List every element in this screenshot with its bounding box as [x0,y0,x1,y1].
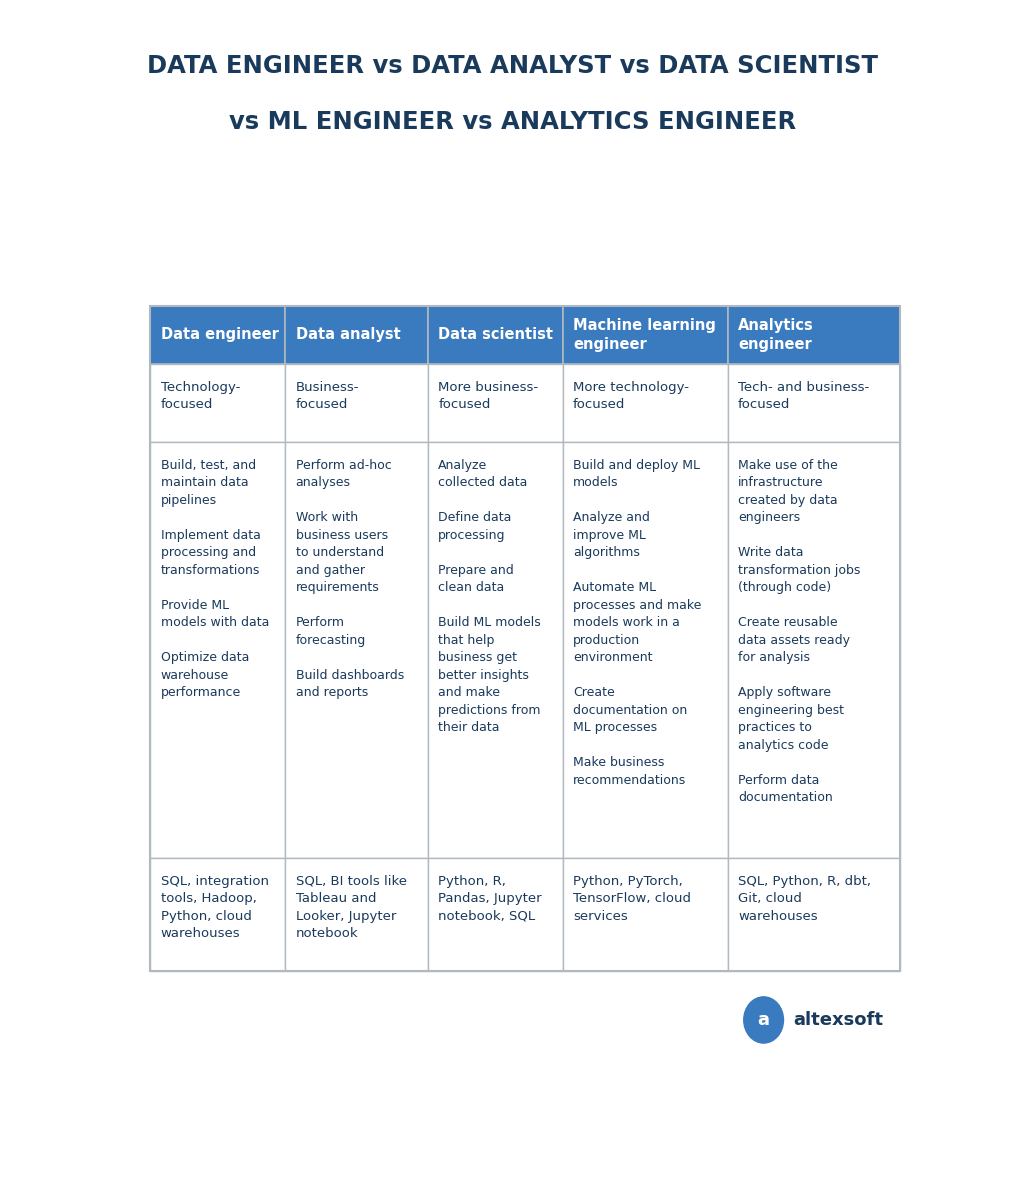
Text: Perform ad-hoc
analyses

Work with
business users
to understand
and gather
requi: Perform ad-hoc analyses Work with busine… [295,458,404,700]
Bar [427,364,563,442]
Text: Technology-
focused: Technology- focused [161,380,240,412]
Bar [285,306,427,364]
Bar [728,364,900,442]
Bar [563,306,728,364]
Text: Analytics
engineer: Analytics engineer [738,318,814,352]
Text: Data scientist: Data scientist [438,328,554,342]
Text: Python, R,
Pandas, Jupyter
notebook, SQL: Python, R, Pandas, Jupyter notebook, SQL [438,875,542,923]
Text: Business-
focused: Business- focused [295,380,359,412]
Bar [728,442,900,858]
Text: More business-
focused: More business- focused [438,380,538,412]
Text: More technology-
focused: More technology- focused [573,380,689,412]
Bar [151,306,285,364]
Bar [427,442,563,858]
Text: altexsoft: altexsoft [793,1010,883,1028]
Text: Analyze
collected data

Define data
processing

Prepare and
clean data

Build ML: Analyze collected data Define data proce… [438,458,541,734]
Text: Data analyst: Data analyst [295,328,401,342]
Text: SQL, BI tools like
Tableau and
Looker, Jupyter
notebook: SQL, BI tools like Tableau and Looker, J… [295,875,407,941]
Text: Tech- and business-
focused: Tech- and business- focused [738,380,869,412]
Text: Build, test, and
maintain data
pipelines

Implement data
processing and
transfor: Build, test, and maintain data pipelines… [161,458,270,700]
Bar [151,364,285,442]
Text: SQL, Python, R, dbt,
Git, cloud
warehouses: SQL, Python, R, dbt, Git, cloud warehous… [738,875,871,923]
Text: Machine learning
engineer: Machine learning engineer [573,318,716,352]
Text: SQL, integration
tools, Hadoop,
Python, cloud
warehouses: SQL, integration tools, Hadoop, Python, … [161,875,269,941]
Bar [728,858,900,971]
Bar [728,306,900,364]
Bar [285,364,427,442]
Text: Make use of the
infrastructure
created by data
engineers

Write data
transformat: Make use of the infrastructure created b… [738,458,860,804]
Text: Python, PyTorch,
TensorFlow, cloud
services: Python, PyTorch, TensorFlow, cloud servi… [573,875,691,923]
Text: vs ML ENGINEER vs ANALYTICS ENGINEER: vs ML ENGINEER vs ANALYTICS ENGINEER [229,110,796,134]
Bar [427,858,563,971]
Bar [427,306,563,364]
Bar [285,858,427,971]
Text: Data engineer: Data engineer [161,328,279,342]
Text: Build and deploy ML
models

Analyze and
improve ML
algorithms

Automate ML
proce: Build and deploy ML models Analyze and i… [573,458,701,786]
Bar [151,306,900,971]
Bar [563,364,728,442]
Bar [563,858,728,971]
Bar [563,442,728,858]
Text: DATA ENGINEER vs DATA ANALYST vs DATA SCIENTIST: DATA ENGINEER vs DATA ANALYST vs DATA SC… [147,54,878,78]
Bar [151,858,285,971]
Bar [151,442,285,858]
Text: a: a [757,1010,770,1028]
Circle shape [744,997,783,1043]
Bar [285,442,427,858]
